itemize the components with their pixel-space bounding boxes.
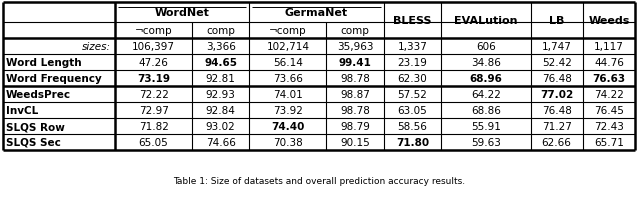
Text: 92.93: 92.93 <box>206 90 236 100</box>
Text: 74.40: 74.40 <box>271 121 305 131</box>
Text: 106,397: 106,397 <box>132 42 175 52</box>
Text: 1,117: 1,117 <box>594 42 624 52</box>
Text: 52.42: 52.42 <box>541 58 572 68</box>
Text: 73.66: 73.66 <box>273 74 303 84</box>
Text: 1,337: 1,337 <box>397 42 428 52</box>
Text: ¬comp: ¬comp <box>135 26 172 36</box>
Text: 58.56: 58.56 <box>397 121 428 131</box>
Text: 92.81: 92.81 <box>206 74 236 84</box>
Text: GermaNet: GermaNet <box>285 8 348 18</box>
Text: Table 1: Size of datasets and overall prediction accuracy results.: Table 1: Size of datasets and overall pr… <box>173 177 465 186</box>
Text: 98.78: 98.78 <box>340 105 370 115</box>
Text: 23.19: 23.19 <box>397 58 428 68</box>
Text: 90.15: 90.15 <box>340 137 370 147</box>
Text: WeedsPrec: WeedsPrec <box>6 90 71 100</box>
Text: 77.02: 77.02 <box>540 90 573 100</box>
Text: SLQS Row: SLQS Row <box>6 121 65 131</box>
Text: InvCL: InvCL <box>6 105 38 115</box>
Text: 98.87: 98.87 <box>340 90 370 100</box>
Text: 98.78: 98.78 <box>340 74 370 84</box>
Text: 74.66: 74.66 <box>206 137 236 147</box>
Text: comp: comp <box>206 26 235 36</box>
Text: 73.19: 73.19 <box>137 74 170 84</box>
Text: Word Frequency: Word Frequency <box>6 74 102 84</box>
Text: 72.22: 72.22 <box>139 90 168 100</box>
Text: 68.96: 68.96 <box>469 74 502 84</box>
Text: 98.79: 98.79 <box>340 121 370 131</box>
Text: 74.22: 74.22 <box>594 90 624 100</box>
Text: WordNet: WordNet <box>155 8 210 18</box>
Text: 1,747: 1,747 <box>541 42 572 52</box>
Text: 63.05: 63.05 <box>397 105 427 115</box>
Text: 76.63: 76.63 <box>592 74 625 84</box>
Text: 47.26: 47.26 <box>139 58 168 68</box>
Text: LB: LB <box>549 16 564 26</box>
Text: 56.14: 56.14 <box>273 58 303 68</box>
Text: 70.38: 70.38 <box>273 137 303 147</box>
Text: 94.65: 94.65 <box>204 58 237 68</box>
Text: 102,714: 102,714 <box>266 42 309 52</box>
Text: 44.76: 44.76 <box>594 58 624 68</box>
Text: 72.43: 72.43 <box>594 121 624 131</box>
Text: 99.41: 99.41 <box>339 58 372 68</box>
Text: 71.82: 71.82 <box>139 121 168 131</box>
Text: 62.30: 62.30 <box>397 74 427 84</box>
Text: ¬comp: ¬comp <box>269 26 307 36</box>
Text: 55.91: 55.91 <box>471 121 500 131</box>
Text: 65.71: 65.71 <box>594 137 624 147</box>
Text: 59.63: 59.63 <box>471 137 500 147</box>
Text: 68.86: 68.86 <box>471 105 500 115</box>
Text: 71.80: 71.80 <box>396 137 429 147</box>
Text: 72.97: 72.97 <box>139 105 168 115</box>
Text: EVALution: EVALution <box>454 16 518 26</box>
Text: 74.01: 74.01 <box>273 90 303 100</box>
Text: 62.66: 62.66 <box>541 137 572 147</box>
Text: 34.86: 34.86 <box>471 58 500 68</box>
Text: sizes:: sizes: <box>82 42 111 52</box>
Text: 93.02: 93.02 <box>206 121 236 131</box>
Text: BLESS: BLESS <box>393 16 431 26</box>
Text: 57.52: 57.52 <box>397 90 428 100</box>
Text: 65.05: 65.05 <box>139 137 168 147</box>
Text: 76.45: 76.45 <box>594 105 624 115</box>
Text: 71.27: 71.27 <box>541 121 572 131</box>
Text: 3,366: 3,366 <box>206 42 236 52</box>
Text: SLQS Sec: SLQS Sec <box>6 137 61 147</box>
Text: 76.48: 76.48 <box>541 105 572 115</box>
Text: Weeds: Weeds <box>588 16 630 26</box>
Text: 64.22: 64.22 <box>471 90 500 100</box>
Text: Word Length: Word Length <box>6 58 82 68</box>
Text: 35,963: 35,963 <box>337 42 373 52</box>
Text: 76.48: 76.48 <box>541 74 572 84</box>
Text: 92.84: 92.84 <box>206 105 236 115</box>
Text: comp: comp <box>340 26 369 36</box>
Text: 73.92: 73.92 <box>273 105 303 115</box>
Text: 606: 606 <box>476 42 495 52</box>
